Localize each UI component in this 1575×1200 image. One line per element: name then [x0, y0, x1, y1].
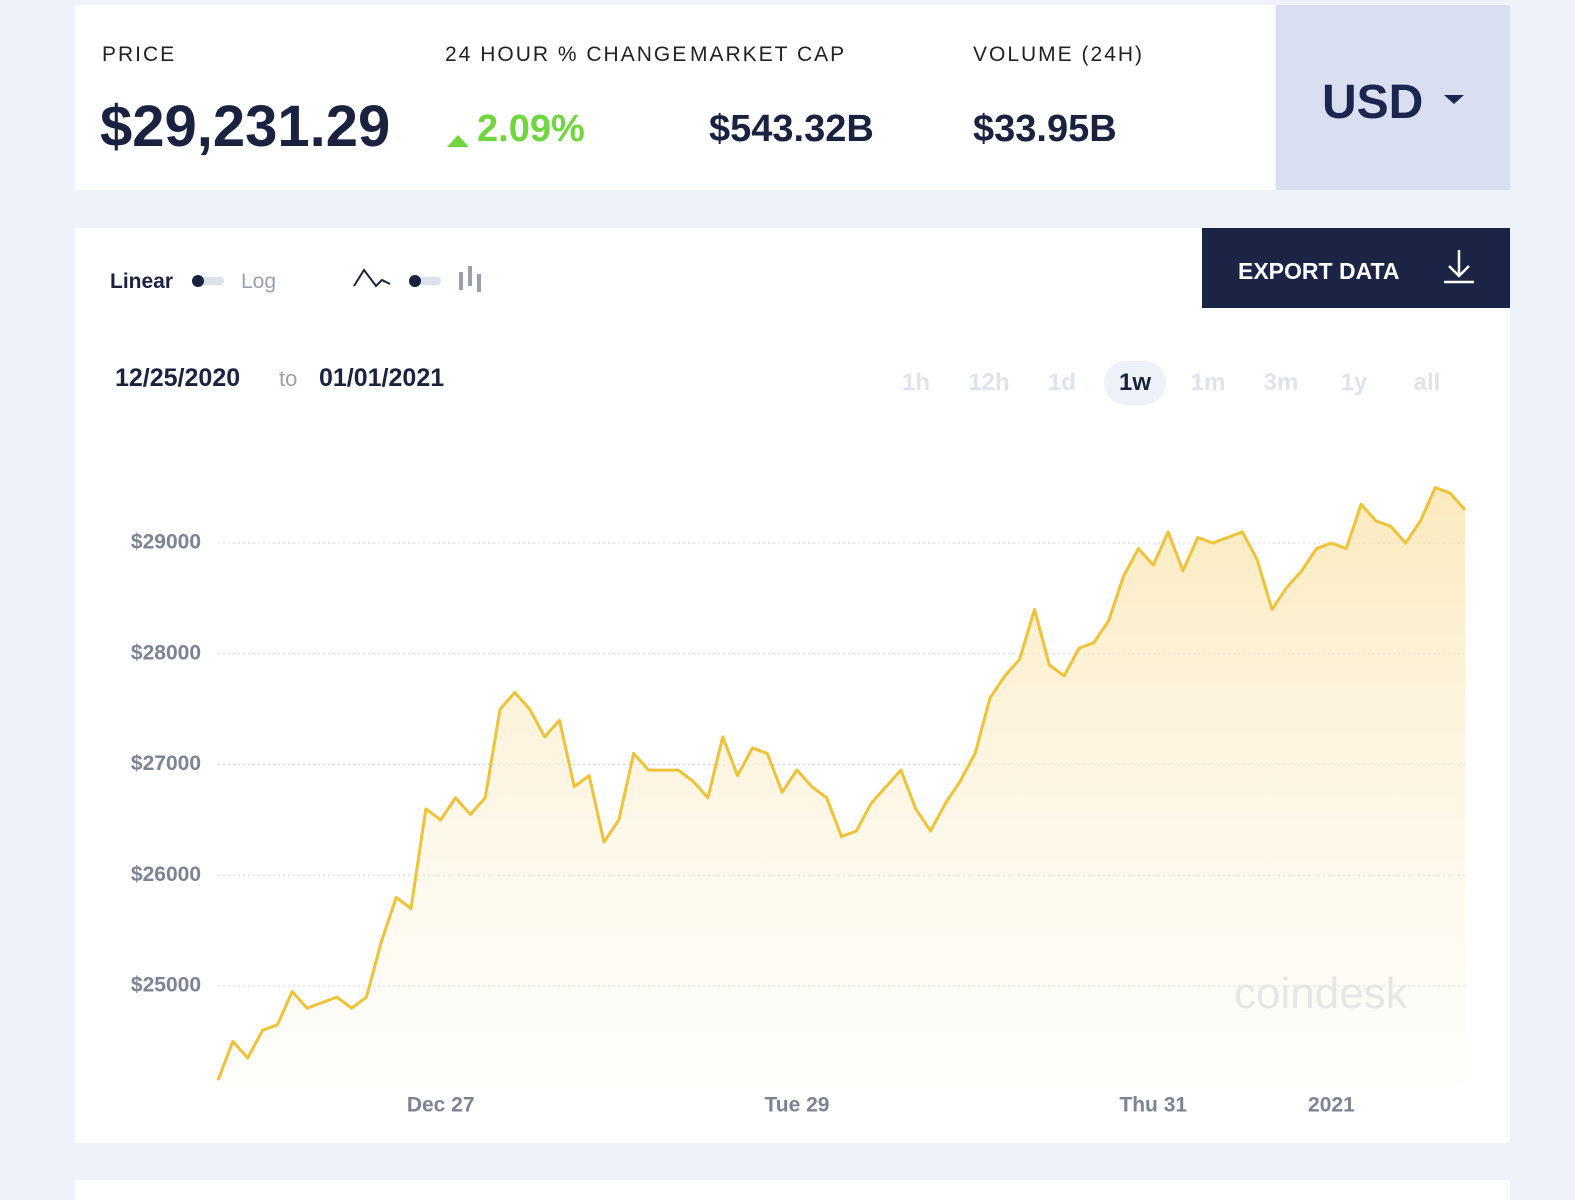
range-tab[interactable]: 3m: [1263, 369, 1299, 396]
chart-card: Linear Log EXPORT DATA 12/25/2020 to 01/…: [75, 228, 1510, 1143]
range-tabs: 1h 12h 1d 1w 1m 3m 1y all: [885, 361, 1458, 405]
range-tab[interactable]: 1y: [1340, 369, 1368, 396]
export-button[interactable]: EXPORT DATA: [1202, 228, 1510, 308]
date-from[interactable]: 12/25/2020: [115, 364, 241, 392]
volume-label: VOLUME (24H): [973, 43, 1145, 66]
line-icon[interactable]: [352, 266, 392, 292]
stats-card: PRICE $29,231.29 24 HOUR % CHANGE 2.09% …: [75, 5, 1275, 190]
price-label: PRICE: [102, 43, 177, 66]
currency-select[interactable]: USD: [1276, 5, 1510, 190]
download-icon: [1444, 250, 1474, 284]
market-cap-label: MARKET CAP: [690, 43, 847, 66]
export-label: EXPORT DATA: [1238, 258, 1400, 284]
type-toggle[interactable]: [409, 275, 441, 287]
scale-toggle[interactable]: [192, 275, 224, 287]
market-cap: $543.32B: [709, 108, 874, 150]
date-to[interactable]: 01/01/2021: [319, 364, 445, 392]
next-card: [75, 1180, 1510, 1200]
caret: [1444, 95, 1464, 104]
range-tab[interactable]: 1d: [1047, 369, 1076, 396]
currency: USD: [1322, 76, 1424, 129]
range-tab[interactable]: 1w: [1104, 361, 1166, 405]
range-tab[interactable]: all: [1413, 369, 1441, 396]
range-tab[interactable]: 1h: [901, 369, 930, 396]
volume: $33.95B: [973, 108, 1117, 150]
log-label[interactable]: Log: [241, 270, 277, 293]
change: 2.09%: [477, 108, 585, 150]
price: $29,231.29: [100, 94, 391, 159]
range-tab[interactable]: 12h: [968, 369, 1010, 396]
bar-icon[interactable]: [457, 264, 487, 294]
range-tab[interactable]: 1m: [1190, 369, 1226, 396]
date-to-word: to: [279, 366, 298, 391]
up-arrow: [447, 135, 469, 147]
change-label: 24 HOUR % CHANGE: [445, 43, 689, 66]
linear-label[interactable]: Linear: [110, 270, 174, 293]
